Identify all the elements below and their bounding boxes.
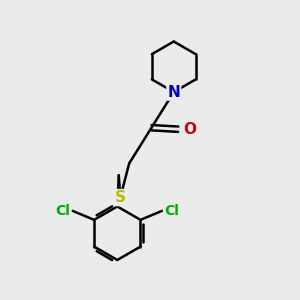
Text: Cl: Cl [164,204,179,218]
Text: S: S [115,190,126,205]
Text: N: N [167,85,180,100]
Text: Cl: Cl [56,204,70,218]
Text: O: O [184,122,196,137]
